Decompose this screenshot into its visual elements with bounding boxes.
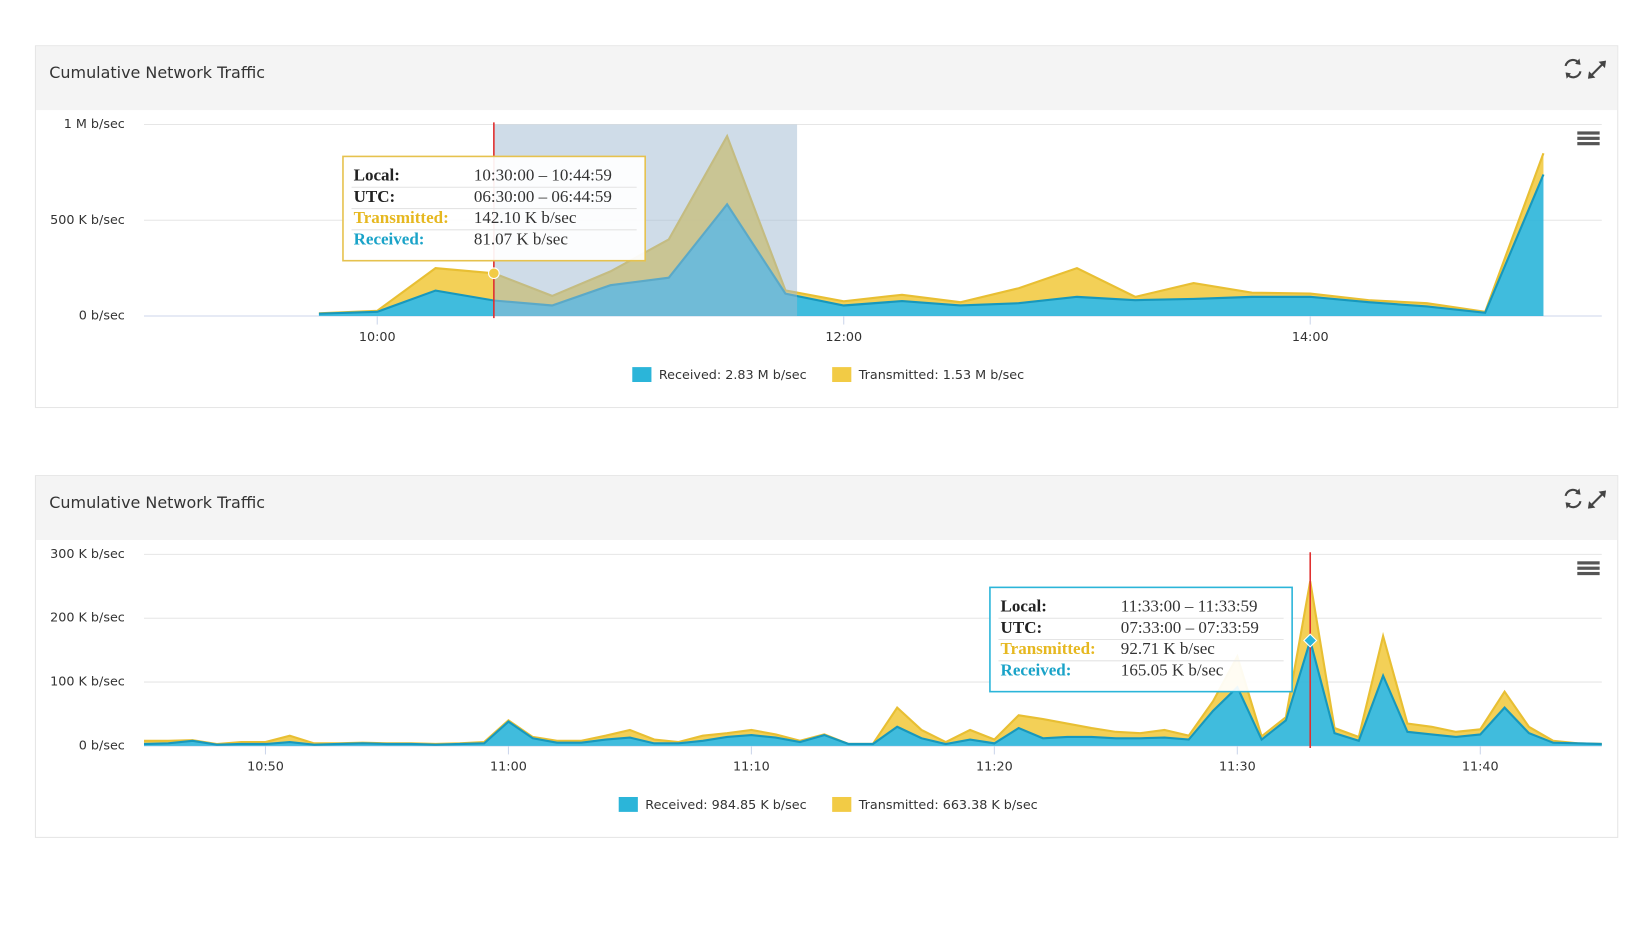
refresh-arrows xyxy=(1565,488,1581,509)
tooltip-value: 11:33:00 – 11:33:59 xyxy=(1121,596,1258,615)
chart-menu[interactable] xyxy=(1577,131,1600,146)
chart-panel: Cumulative Network Traffic 0 b/sec 100 K b… xyxy=(34,475,1619,838)
x-tick-label: 11:30 xyxy=(1219,760,1256,775)
series-line xyxy=(143,636,1602,746)
chart-menu[interactable] xyxy=(1577,561,1600,576)
hover-marker xyxy=(488,267,500,280)
x-tick-label: 10:50 xyxy=(247,760,284,775)
panel-title: Cumulative Network Traffic xyxy=(49,63,265,82)
tooltip: Local: 11:33:00 – 11:33:59 UTC: 07:33:00 – … xyxy=(989,586,1293,693)
series-area xyxy=(318,174,1544,317)
tooltip-label: UTC: xyxy=(354,187,396,206)
x-tick-label: 10:00 xyxy=(359,330,396,345)
expand-arrows xyxy=(1587,490,1607,509)
tooltip-value: 165.05 K b/sec xyxy=(1121,660,1224,679)
menu-bar xyxy=(1577,566,1600,570)
tooltip-value: 81.07 K b/sec xyxy=(474,229,568,248)
series-area xyxy=(143,640,1602,746)
tooltip-label: Received: xyxy=(354,229,425,248)
tooltip-value: 92.71 K b/sec xyxy=(1121,639,1215,658)
x-tick-label: 14:00 xyxy=(1292,330,1329,345)
expand-line xyxy=(1589,62,1605,78)
menu-bar xyxy=(1577,131,1600,135)
x-tick-label: 12:00 xyxy=(825,330,862,345)
tooltip-value: 142.10 K b/sec xyxy=(474,208,577,227)
y-tick-label: 300 K b/sec xyxy=(50,547,125,562)
tooltip-label: Transmitted: xyxy=(354,208,449,227)
x-tick-label: 11:20 xyxy=(976,760,1013,775)
refresh-icon[interactable] xyxy=(1564,488,1582,509)
refresh-arrows xyxy=(1565,58,1581,79)
y-tick-label: 1 M b/sec xyxy=(64,117,125,132)
refresh-icon[interactable] xyxy=(1564,58,1582,79)
menu-bar xyxy=(1577,136,1600,140)
y-tick-label: 100 K b/sec xyxy=(50,675,125,690)
legend-swatch xyxy=(832,796,852,812)
tooltip-label: Transmitted: xyxy=(1001,639,1096,658)
legend-label: Transmitted: 1.53 M b/sec xyxy=(858,368,1024,383)
legend-swatch xyxy=(832,367,852,383)
expand-arrows xyxy=(1587,60,1607,79)
menu-bar xyxy=(1577,142,1600,146)
areas xyxy=(143,581,1602,746)
expand-line xyxy=(1589,491,1605,508)
chart-panel: Cumulative Network Traffic 0 b/sec 500 K b… xyxy=(34,45,1619,409)
menu-bar xyxy=(1577,561,1600,565)
panel-header xyxy=(35,476,1618,541)
expand-icon[interactable] xyxy=(1587,60,1607,79)
tooltip-label: Local: xyxy=(1001,596,1047,615)
legend-swatch xyxy=(632,367,652,383)
tooltip-label: Local: xyxy=(354,166,400,185)
legend-label: Transmitted: 663.38 K b/sec xyxy=(858,798,1038,813)
y-tick-label: 0 b/sec xyxy=(79,738,125,753)
legend-swatch xyxy=(618,796,638,812)
y-tick-label: 500 K b/sec xyxy=(50,213,125,228)
tooltip-value: 06:30:00 – 06:44:59 xyxy=(474,187,612,206)
hover-marker xyxy=(1303,633,1318,648)
legend-label: Received: 984.85 K b/sec xyxy=(645,798,806,813)
tooltip: Local: 10:30:00 – 10:44:59 UTC: 06:30:00 – … xyxy=(342,155,646,262)
tooltip-label: Received: xyxy=(1001,660,1072,679)
tooltip-value: 10:30:00 – 10:44:59 xyxy=(474,166,612,185)
x-tick-label: 11:00 xyxy=(490,760,527,775)
y-tick-label: 0 b/sec xyxy=(79,309,125,324)
x-tick-label: 11:10 xyxy=(733,760,770,775)
legend-label: Received: 2.83 M b/sec xyxy=(659,368,807,383)
tooltip-label: UTC: xyxy=(1001,618,1043,637)
menu-bar xyxy=(1577,571,1600,576)
x-tick-label: 11:40 xyxy=(1462,760,1499,775)
tooltip-value: 07:33:00 – 07:33:59 xyxy=(1121,618,1259,637)
y-tick-label: 200 K b/sec xyxy=(50,611,125,626)
panel-title: Cumulative Network Traffic xyxy=(49,493,265,512)
panel-header xyxy=(35,46,1618,111)
expand-icon[interactable] xyxy=(1587,490,1607,509)
